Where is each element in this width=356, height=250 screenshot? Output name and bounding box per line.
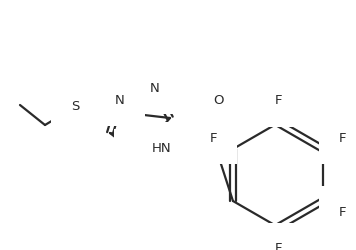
Text: F: F bbox=[210, 132, 218, 144]
Text: N: N bbox=[150, 82, 160, 94]
Text: N: N bbox=[115, 94, 125, 106]
Text: O: O bbox=[213, 94, 223, 106]
Text: F: F bbox=[338, 206, 346, 218]
Text: HN: HN bbox=[151, 142, 171, 154]
Text: S: S bbox=[71, 100, 79, 114]
Text: F: F bbox=[274, 94, 282, 108]
Text: S: S bbox=[134, 148, 142, 162]
Text: F: F bbox=[338, 132, 346, 144]
Text: F: F bbox=[274, 242, 282, 250]
